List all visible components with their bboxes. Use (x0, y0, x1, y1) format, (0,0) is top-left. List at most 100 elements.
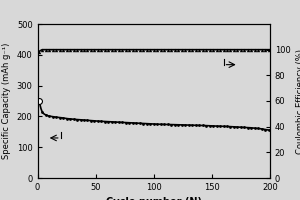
Point (249, 126, 254, 129)
Point (99, 48, 104, 51)
Point (57, 48, 62, 51)
Point (263, 48, 268, 51)
Point (218, 125, 222, 128)
Point (106, 48, 111, 51)
Point (85, 48, 90, 51)
Point (232, 125, 236, 128)
Point (78, 118, 83, 121)
Point (162, 123, 167, 126)
Point (263, 128, 268, 131)
Point (92, 48, 97, 51)
Point (169, 123, 174, 126)
Point (256, 127, 261, 130)
Point (148, 122, 153, 126)
Point (47, 114, 52, 118)
Point (211, 124, 215, 128)
Point (197, 48, 202, 51)
Point (82, 118, 86, 122)
Point (134, 48, 139, 51)
Point (183, 123, 188, 127)
Point (99, 120, 104, 123)
Point (54, 116, 58, 119)
Point (103, 120, 107, 123)
Point (137, 122, 142, 125)
Point (169, 48, 174, 51)
Point (221, 48, 226, 51)
Point (207, 124, 212, 127)
Point (214, 48, 219, 51)
Point (50, 115, 55, 118)
Point (113, 120, 118, 124)
Point (116, 121, 121, 124)
Point (36, 99, 41, 103)
Point (110, 48, 114, 51)
Point (155, 48, 160, 51)
Point (256, 48, 261, 51)
Point (54, 48, 58, 51)
Point (113, 48, 118, 51)
Point (158, 123, 163, 126)
Point (68, 48, 73, 51)
Point (152, 122, 156, 126)
Point (64, 117, 69, 120)
Point (92, 119, 97, 123)
Point (47, 48, 52, 51)
Point (95, 120, 100, 123)
Point (193, 48, 198, 51)
Point (214, 124, 219, 128)
Point (110, 120, 114, 123)
Point (200, 48, 205, 51)
Point (249, 48, 254, 51)
Y-axis label: Coulombic Efficiency (%): Coulombic Efficiency (%) (296, 48, 300, 154)
Point (183, 48, 188, 51)
Point (134, 122, 139, 125)
Point (242, 48, 247, 51)
Point (238, 126, 243, 129)
Point (235, 48, 240, 51)
Point (228, 48, 233, 51)
Point (253, 127, 257, 130)
Point (165, 48, 170, 51)
Point (61, 116, 65, 120)
Point (130, 121, 135, 125)
Point (190, 124, 194, 127)
Point (152, 48, 156, 51)
Point (124, 48, 128, 51)
Point (221, 125, 226, 128)
Point (106, 120, 111, 123)
Point (40, 110, 45, 113)
Point (95, 48, 100, 51)
Point (245, 126, 250, 129)
Point (172, 48, 177, 51)
Point (141, 48, 146, 51)
Point (64, 48, 69, 51)
Point (186, 48, 191, 51)
Point (82, 48, 86, 51)
Point (176, 123, 181, 126)
Point (158, 48, 163, 51)
Point (172, 123, 177, 126)
Point (120, 48, 125, 51)
Y-axis label: Specific Capacity (mAh g⁻¹): Specific Capacity (mAh g⁻¹) (2, 43, 11, 159)
Point (204, 124, 208, 127)
X-axis label: Cycle number (N): Cycle number (N) (106, 197, 202, 200)
Point (71, 118, 76, 121)
Point (75, 118, 80, 121)
Point (193, 124, 198, 127)
Point (36, 51, 41, 54)
Point (155, 123, 160, 126)
Point (190, 48, 194, 51)
Point (266, 128, 271, 132)
Point (71, 48, 76, 51)
Point (162, 48, 167, 51)
Point (211, 48, 215, 51)
Point (144, 122, 149, 125)
Point (225, 125, 230, 128)
Point (207, 48, 212, 51)
Point (43, 48, 48, 51)
Point (124, 121, 128, 124)
Point (235, 125, 240, 129)
Point (68, 117, 73, 121)
Point (116, 48, 121, 51)
Point (204, 48, 208, 51)
